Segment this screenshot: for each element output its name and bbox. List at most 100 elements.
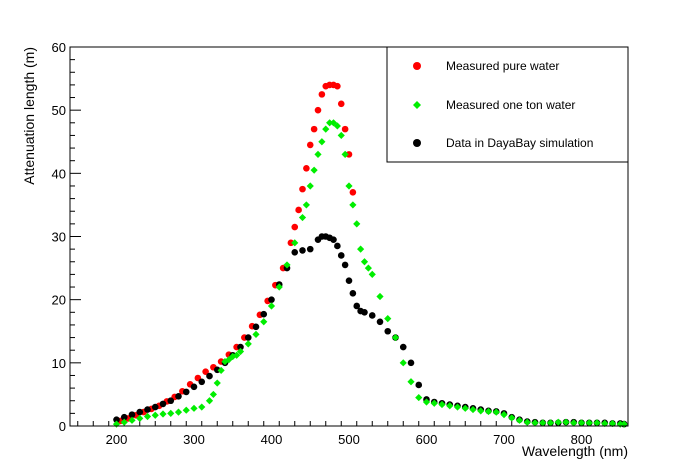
series-pure-water bbox=[117, 81, 357, 425]
one-ton-water-point bbox=[205, 397, 214, 405]
one-ton-water-point bbox=[326, 119, 334, 127]
dayabay-simulation-point bbox=[399, 343, 407, 351]
one-ton-water-point bbox=[508, 414, 516, 422]
dayabay-simulation-point bbox=[198, 378, 206, 386]
dayabay-simulation-point bbox=[330, 236, 337, 243]
dayabay-simulation-point bbox=[299, 247, 306, 254]
dayabay-simulation-point bbox=[144, 406, 151, 413]
pure-water-point bbox=[345, 151, 353, 158]
dayabay-simulation-point bbox=[345, 277, 353, 285]
x-tick-label: 400 bbox=[261, 432, 283, 447]
dayabay-simulation-point bbox=[175, 393, 182, 400]
dayabay-simulation-point bbox=[136, 408, 144, 416]
one-ton-water-point bbox=[213, 379, 221, 387]
one-ton-water-point bbox=[167, 409, 175, 417]
one-ton-water-point bbox=[469, 405, 477, 414]
one-ton-water-point bbox=[357, 245, 365, 253]
one-ton-water-point bbox=[608, 419, 617, 428]
pure-water-point bbox=[303, 164, 310, 172]
dayabay-simulation-point bbox=[268, 296, 275, 303]
one-ton-water-point bbox=[291, 239, 299, 247]
pure-water-point bbox=[341, 125, 349, 133]
one-ton-water-point bbox=[244, 340, 252, 348]
one-ton-water-point bbox=[302, 201, 310, 209]
dayabay-simulation-point bbox=[361, 309, 368, 316]
y-tick-label: 10 bbox=[52, 356, 66, 371]
one-ton-water-point bbox=[310, 166, 318, 174]
pure-water-point bbox=[299, 185, 306, 193]
y-tick-label: 60 bbox=[52, 40, 66, 55]
one-ton-water-point bbox=[562, 418, 570, 426]
dayabay-simulation-point bbox=[415, 381, 423, 389]
one-ton-water-point bbox=[217, 366, 225, 375]
one-ton-water-point bbox=[275, 283, 283, 291]
pure-water-point bbox=[295, 206, 302, 214]
one-ton-water-point bbox=[159, 410, 167, 418]
one-ton-water-point bbox=[306, 182, 314, 190]
y-tick-label: 40 bbox=[52, 166, 66, 181]
dayabay-simulation-point bbox=[407, 359, 415, 367]
pure-water-point bbox=[291, 223, 299, 231]
one-ton-water-point bbox=[143, 412, 152, 421]
dayabay-simulation-point bbox=[306, 245, 314, 253]
dayabay-simulation-point bbox=[159, 400, 167, 408]
one-ton-water-point bbox=[539, 419, 547, 427]
pure-water-point bbox=[287, 239, 295, 247]
dayabay-simulation-point bbox=[353, 302, 361, 310]
dayabay-simulation-point bbox=[167, 397, 175, 405]
legend-label-pure-water: Measured pure water bbox=[446, 59, 559, 73]
legend-marker-one-ton-water bbox=[413, 101, 421, 109]
dayabay-simulation-point bbox=[182, 388, 190, 396]
y-tick-label: 0 bbox=[59, 419, 66, 434]
plot-frame bbox=[69, 46, 629, 427]
one-ton-water-point bbox=[570, 419, 578, 427]
one-ton-water-point bbox=[577, 419, 586, 427]
one-ton-water-point bbox=[531, 419, 539, 427]
one-ton-water-point bbox=[446, 402, 454, 410]
dayabay-simulation-point bbox=[341, 261, 349, 269]
y-tick-label: 20 bbox=[52, 293, 66, 308]
legend-marker-dayabay-simulation bbox=[413, 139, 421, 147]
one-ton-water-point bbox=[337, 131, 345, 140]
x-tick-label: 200 bbox=[106, 432, 128, 447]
x-tick-label: 300 bbox=[183, 432, 205, 447]
pure-water-point bbox=[202, 368, 209, 375]
one-ton-water-point bbox=[112, 420, 121, 428]
one-ton-water-point bbox=[151, 411, 159, 419]
dayabay-simulation-point bbox=[368, 312, 376, 319]
one-ton-water-point bbox=[430, 399, 438, 407]
one-ton-water-point bbox=[391, 333, 400, 342]
one-ton-water-point bbox=[492, 408, 500, 416]
x-tick-label: 800 bbox=[571, 432, 593, 447]
one-ton-water-point bbox=[314, 150, 322, 158]
one-ton-water-point bbox=[364, 264, 372, 272]
dayabay-simulation-point bbox=[190, 383, 198, 391]
one-ton-water-point bbox=[260, 318, 268, 326]
one-ton-water-point bbox=[128, 416, 136, 424]
x-tick-label: 700 bbox=[493, 432, 515, 447]
one-ton-water-point bbox=[453, 403, 462, 411]
one-ton-water-point bbox=[283, 261, 291, 269]
dayabay-simulation-point bbox=[206, 372, 213, 380]
dayabay-simulation-point bbox=[376, 318, 384, 326]
one-ton-water-point bbox=[182, 406, 190, 414]
one-ton-water-point bbox=[353, 220, 361, 228]
one-ton-water-point bbox=[461, 404, 469, 412]
dayabay-simulation-point bbox=[120, 413, 128, 421]
one-ton-water-point bbox=[233, 351, 241, 359]
dayabay-simulation-point bbox=[244, 334, 252, 341]
one-ton-water-point bbox=[500, 411, 508, 419]
one-ton-water-point bbox=[554, 418, 562, 426]
dayabay-simulation-point bbox=[113, 416, 120, 423]
one-ton-water-point bbox=[515, 416, 524, 424]
dayabay-simulation-point bbox=[260, 310, 268, 318]
one-ton-water-point bbox=[267, 302, 276, 310]
one-ton-water-point bbox=[136, 414, 144, 423]
one-ton-water-point bbox=[252, 330, 260, 339]
dayabay-simulation-point bbox=[237, 343, 244, 351]
pure-water-point bbox=[306, 141, 314, 149]
dayabay-simulation-point bbox=[349, 290, 357, 297]
legend-label-one-ton-water: Measured one ton water bbox=[446, 98, 575, 112]
pure-water-point bbox=[310, 125, 318, 133]
pure-water-point bbox=[337, 100, 345, 108]
